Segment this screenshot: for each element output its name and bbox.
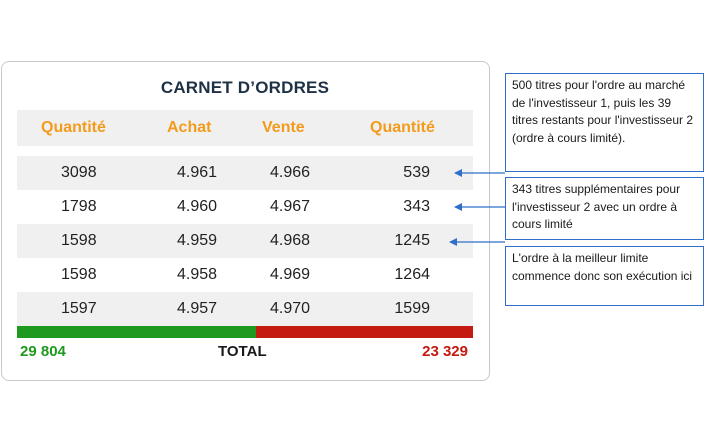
table-row: 1598 4.958 4.969 1264 (17, 258, 473, 292)
buy-price-cell: 4.959 (177, 232, 218, 249)
header-sell-price: Vente (262, 119, 305, 136)
sell-total-bar (256, 326, 473, 338)
annotation-box-1: 500 titres pour l'ordre au marché de l'i… (505, 73, 704, 172)
total-label: TOTAL (218, 343, 267, 360)
buy-quantity-cell: 1598 (61, 266, 97, 283)
sell-total-value: 23 329 (422, 343, 468, 360)
buy-price-cell: 4.960 (177, 198, 218, 215)
sell-price-cell: 4.968 (270, 232, 311, 249)
order-book-title: CARNET D’ORDRES (160, 78, 330, 97)
sell-quantity-cell: 1264 (394, 266, 430, 283)
sell-quantity-cell: 539 (403, 164, 430, 181)
sell-quantity-cell: 343 (403, 198, 430, 215)
annotation-text-2: 343 titres supplémentaires pour l'invest… (512, 182, 681, 231)
table-header: Quantité Achat Vente Quantité (17, 110, 473, 146)
buy-quantity-cell: 1597 (61, 300, 97, 317)
header-buy-quantity: Quantité (41, 119, 106, 136)
header-buy-price: Achat (167, 119, 212, 136)
annotation-box-2: 343 titres supplémentaires pour l'invest… (505, 177, 704, 240)
annotation-text-1: 500 titres pour l'ordre au marché de l'i… (512, 78, 694, 145)
table-row: 3098 4.961 4.966 539 (17, 156, 473, 190)
table-row: 1798 4.960 4.967 343 (17, 190, 473, 224)
table-row: 1598 4.959 4.968 1245 (17, 224, 473, 258)
buy-quantity-cell: 3098 (61, 164, 97, 181)
buy-price-cell: 4.958 (177, 266, 218, 283)
annotation-text-3: L'ordre à la meilleur limite commence do… (512, 251, 693, 283)
buy-total-value: 29 804 (20, 343, 66, 360)
buy-quantity-cell: 1598 (61, 232, 97, 249)
table-row: 1597 4.957 4.970 1599 (17, 292, 473, 326)
sell-price-cell: 4.967 (270, 198, 311, 215)
buy-total-bar (17, 326, 256, 338)
buy-price-cell: 4.957 (177, 300, 218, 317)
buy-price-cell: 4.961 (177, 164, 218, 181)
header-sell-quantity: Quantité (370, 119, 435, 136)
annotation-box-3: L'ordre à la meilleur limite commence do… (505, 246, 704, 306)
sell-price-cell: 4.970 (270, 300, 311, 317)
sell-quantity-cell: 1599 (394, 300, 430, 317)
sell-price-cell: 4.969 (270, 266, 311, 283)
sell-quantity-cell: 1245 (394, 232, 430, 249)
buy-quantity-cell: 1798 (61, 198, 97, 215)
sell-price-cell: 4.966 (270, 164, 311, 181)
